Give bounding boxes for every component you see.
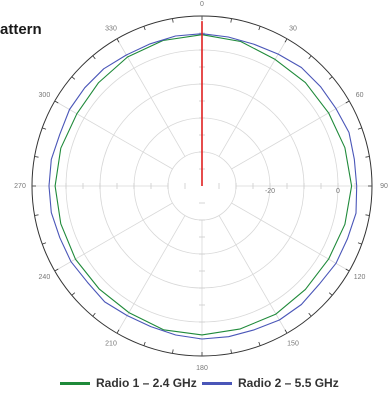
angle-tick-label: 60 xyxy=(356,92,364,99)
legend-swatch-radio-2 xyxy=(202,381,232,385)
ring-tick xyxy=(42,127,47,130)
ring-tick xyxy=(116,38,120,43)
grid-spoke xyxy=(231,100,350,170)
ring-tick xyxy=(92,312,96,317)
ring-tick xyxy=(34,156,39,158)
ring-tick xyxy=(71,76,76,80)
legend: Radio 1 – 2.4 GHz Radio 2 – 5.5 GHz xyxy=(0,374,390,392)
series-lines xyxy=(48,21,358,340)
grid-spoke xyxy=(116,215,186,334)
ring-tick xyxy=(258,341,261,346)
ring-tick xyxy=(172,349,174,354)
ring-tick xyxy=(345,100,350,104)
ring-tick xyxy=(42,242,47,245)
ring-tick xyxy=(284,38,288,43)
grid-spoke xyxy=(218,215,288,334)
angle-tick-label: 330 xyxy=(105,25,117,32)
ring-tick xyxy=(71,292,76,296)
ring-tick xyxy=(345,268,350,272)
ring-tick xyxy=(357,127,362,130)
ring-tick xyxy=(328,292,333,296)
grid-spoke xyxy=(54,100,173,170)
series-1-line xyxy=(48,33,358,340)
ring-tick xyxy=(230,349,232,354)
legend-item-radio-2: Radio 2 – 5.5 GHz xyxy=(202,374,339,392)
grid-spoke xyxy=(231,202,350,272)
ring-tick xyxy=(308,55,312,60)
radial-tick-labels: -20 0 xyxy=(265,188,340,195)
ring-tick xyxy=(34,214,39,216)
ring-tick xyxy=(258,26,261,31)
angle-tick-label: 240 xyxy=(39,274,51,281)
legend-item-radio-1: Radio 1 – 2.4 GHz xyxy=(60,374,197,392)
angle-tick-label: 0 xyxy=(200,1,204,8)
chart-title: attern xyxy=(0,21,42,38)
radial-tick-label: -20 xyxy=(265,188,275,195)
ring-tick xyxy=(230,18,232,23)
ring-tick xyxy=(284,329,288,334)
ring-tick xyxy=(357,242,362,245)
grid-spoke xyxy=(116,38,186,157)
ring-tick xyxy=(116,329,120,334)
legend-swatch-radio-1 xyxy=(60,381,90,385)
grid-spoke xyxy=(218,38,288,157)
ring-tick xyxy=(54,268,59,272)
legend-label-radio-2: Radio 2 – 5.5 GHz xyxy=(238,376,339,390)
angle-tick-labels: 0 30 60 90 120 150 180 210 240 270 300 330 xyxy=(14,1,388,372)
ring-tick xyxy=(172,18,174,23)
angle-tick-label: 30 xyxy=(289,25,297,32)
ring-tick xyxy=(308,312,312,317)
angle-tick-label: 180 xyxy=(196,365,208,372)
series-0-line xyxy=(54,34,353,336)
ring-tick xyxy=(365,214,370,216)
ring-tick xyxy=(365,156,370,158)
ring-tick xyxy=(143,341,146,346)
angle-tick-label: 120 xyxy=(354,274,366,281)
ring-tick xyxy=(54,100,59,104)
angle-tick-label: 150 xyxy=(287,341,299,348)
angle-tick-label: 210 xyxy=(105,341,117,348)
angle-tick-label: 270 xyxy=(14,183,26,190)
angle-tick-label: 90 xyxy=(380,183,388,190)
ring-tick xyxy=(328,76,333,80)
ring-tick xyxy=(143,26,146,31)
legend-label-radio-1: Radio 1 – 2.4 GHz xyxy=(96,376,197,390)
grid-spoke xyxy=(54,202,173,272)
radial-tick-label: 0 xyxy=(336,188,340,195)
ring-tick xyxy=(92,55,96,60)
angle-tick-label: 300 xyxy=(39,92,51,99)
